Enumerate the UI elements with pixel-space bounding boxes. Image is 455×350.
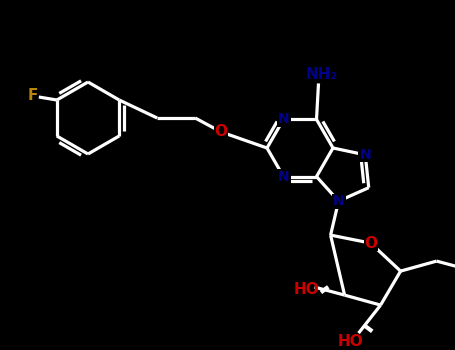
Text: N: N [278,170,289,184]
FancyBboxPatch shape [214,124,228,140]
FancyBboxPatch shape [277,112,290,127]
Text: NH₂: NH₂ [305,67,338,82]
FancyBboxPatch shape [364,236,378,251]
Text: N: N [333,194,344,208]
Text: HO: HO [338,334,364,349]
Text: N: N [278,112,289,126]
Text: N: N [359,148,371,162]
Text: F: F [28,89,38,104]
Text: HO: HO [294,282,319,296]
Text: O: O [215,125,228,140]
FancyBboxPatch shape [358,147,372,162]
FancyBboxPatch shape [332,194,346,209]
FancyBboxPatch shape [277,169,290,184]
Text: O: O [364,236,377,251]
